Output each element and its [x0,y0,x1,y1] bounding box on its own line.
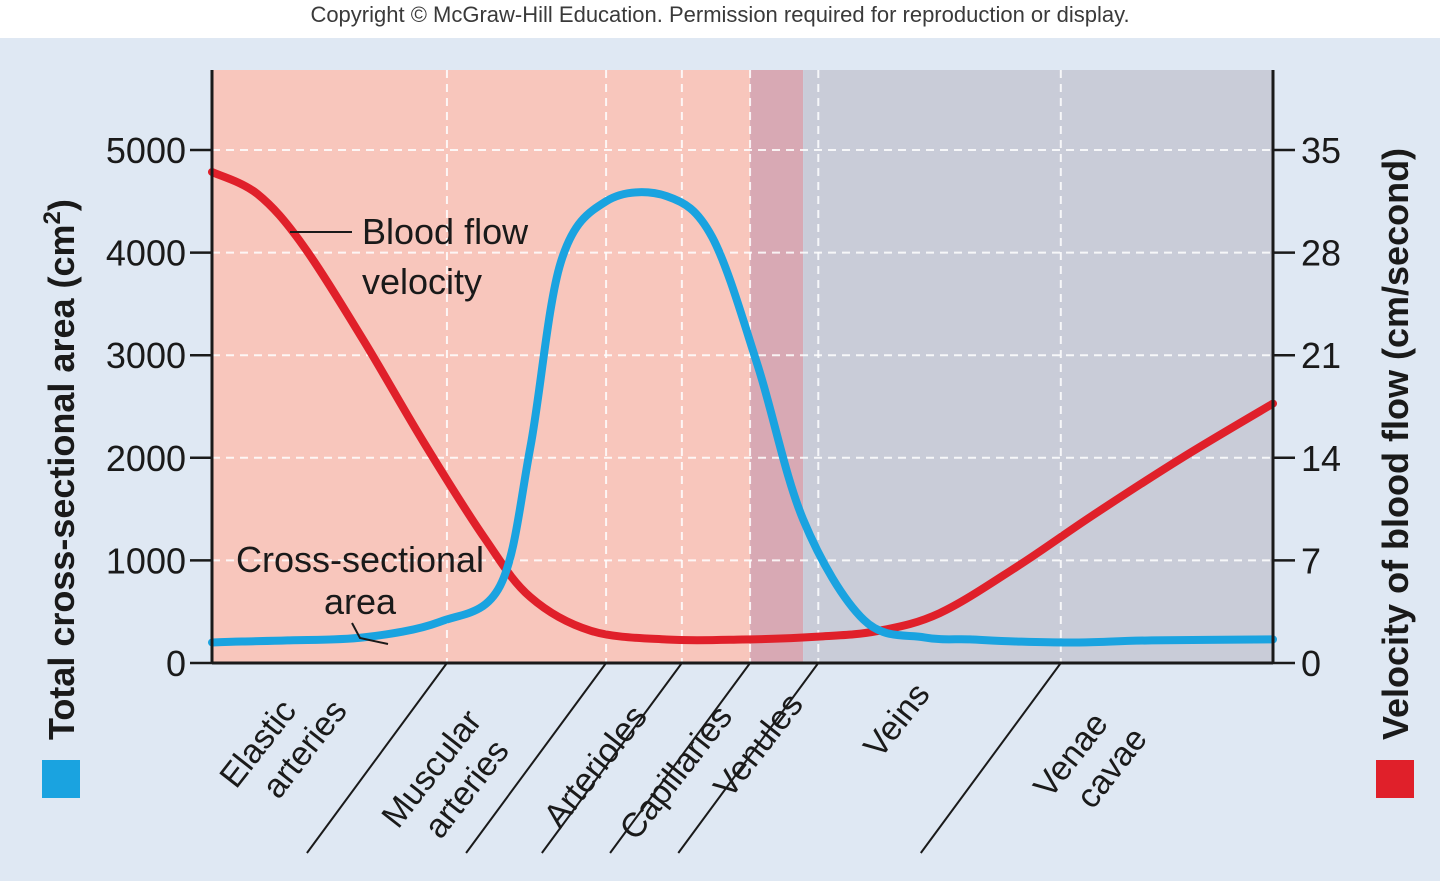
area-annotation-line2: area [324,581,397,622]
left-tick-label: 4000 [106,233,186,274]
velocity-annotation-line1: Blood flow [362,211,529,252]
legend [42,760,1414,798]
left-tick-label: 0 [166,643,186,684]
series-blood-flow-velocity [208,168,1277,645]
legend-swatch-cross-sectional-area [42,760,80,798]
left-tick-label: 5000 [106,130,186,171]
category-separator [677,662,820,854]
right-tick-label: 28 [1301,233,1341,274]
right-tick-label: 35 [1301,130,1341,171]
category-separator [919,662,1062,854]
category-separator [465,662,607,854]
velocity-annotation-line2: velocity [362,261,482,302]
right-tick-label: 0 [1301,643,1321,684]
series-layer [208,168,1277,647]
left-tick-label: 3000 [106,335,186,376]
left-tick-label: 2000 [106,438,186,479]
venous-region-bg [803,70,1273,663]
right-axis-title: Velocity of blood flow (cm/second) [1375,148,1416,740]
series-cross-sectional-area [208,188,1277,647]
copyright-notice: Copyright © McGraw-Hill Education. Permi… [310,2,1129,27]
grid-lines [212,70,1273,663]
arterial-region-bg [212,70,751,663]
region-backgrounds [212,70,1273,663]
category-separator [541,662,683,854]
axes: 0 1000 2000 3000 4000 5000 0 7 14 21 28 35 Total cro… [39,70,1416,740]
area-leader-line [351,622,389,645]
left-tick-label: 1000 [106,540,186,581]
left-axis-title: Total cross-sectional area (cm2) [39,199,82,740]
right-tick-label: 7 [1301,540,1321,581]
category-separator [609,662,751,854]
right-tick-label: 14 [1301,438,1341,479]
right-tick-label: 21 [1301,335,1341,376]
legend-swatch-blood-flow-velocity [1376,760,1414,798]
category-separator [306,662,448,854]
area-annotation-line1: Cross-sectional [236,539,484,580]
